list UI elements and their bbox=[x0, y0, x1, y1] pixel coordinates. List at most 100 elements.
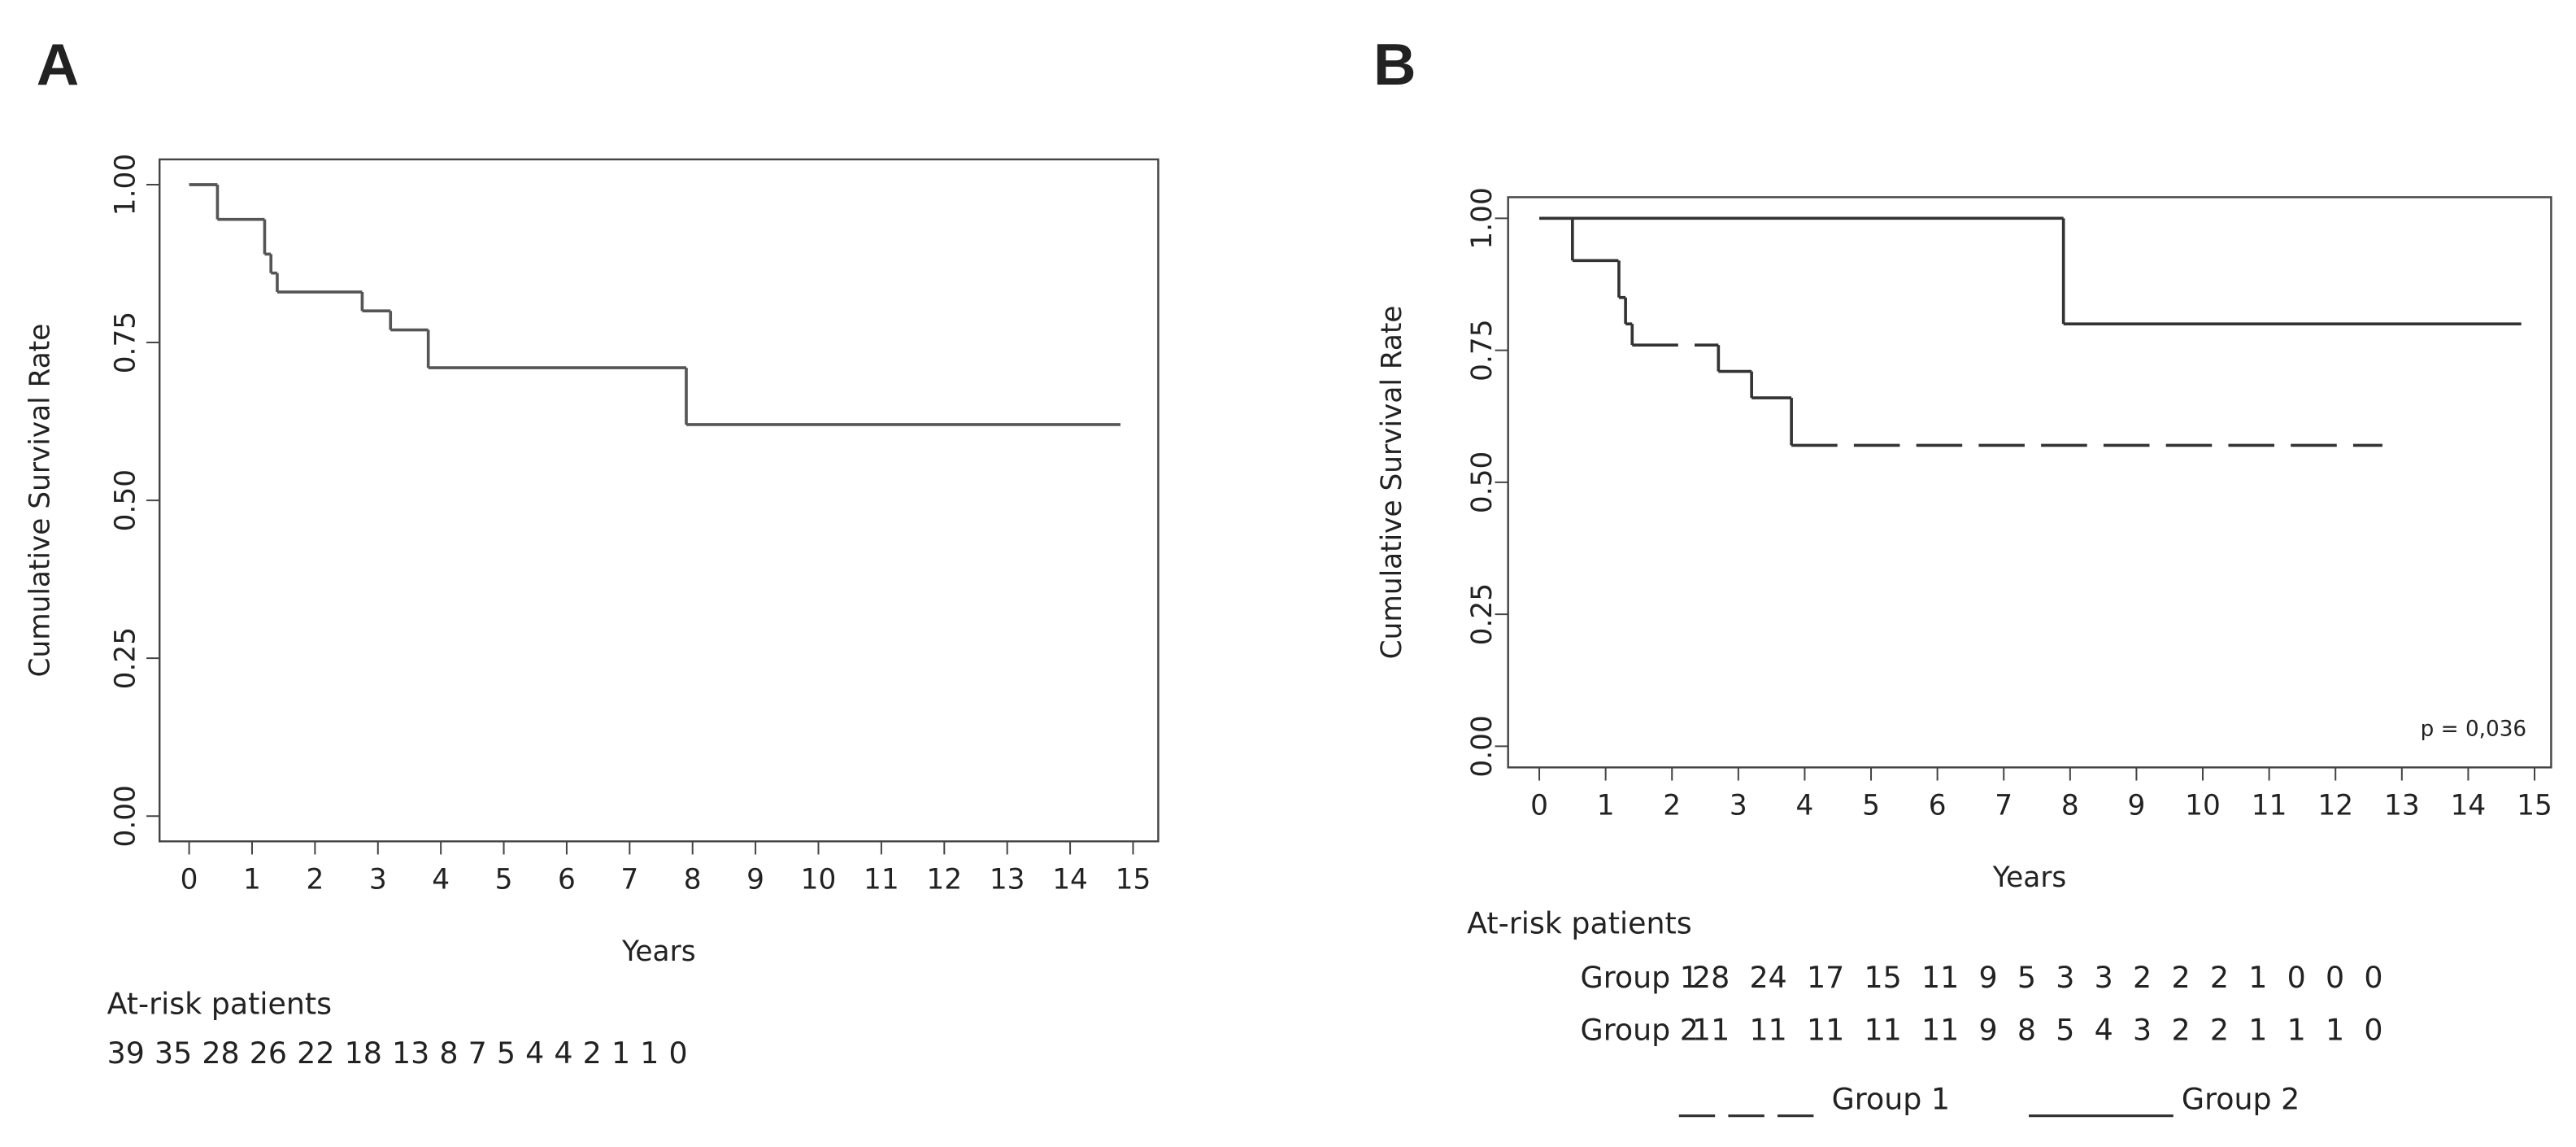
x-tick-label: 13 bbox=[2384, 789, 2420, 822]
x-tick-label: 4 bbox=[432, 863, 450, 896]
x-tick-label: 13 bbox=[990, 863, 1025, 896]
at-risk-count: 2 bbox=[2133, 960, 2152, 995]
x-tick-label: 3 bbox=[1730, 789, 1747, 822]
at-risk-count: 5 bbox=[2056, 1013, 2074, 1048]
at-risk-count: 2 bbox=[583, 1036, 602, 1071]
at-risk-count: 1 bbox=[2326, 1013, 2344, 1048]
at-risk-count: 11 bbox=[1921, 1013, 1959, 1048]
x-tick-label: 14 bbox=[1052, 863, 1088, 896]
x-tick-label: 7 bbox=[1995, 789, 2012, 822]
x-tick-label: 9 bbox=[2128, 789, 2146, 822]
x-tick-label: 5 bbox=[495, 863, 513, 896]
x-tick-label: 6 bbox=[558, 863, 576, 896]
y-tick-label: 0.00 bbox=[109, 785, 141, 847]
at-risk-count: 1 bbox=[2248, 1013, 2267, 1048]
at-risk-count: 9 bbox=[1979, 960, 1998, 995]
at-risk-count: 11 bbox=[1692, 1013, 1730, 1048]
at-risk-count: 0 bbox=[2364, 960, 2382, 995]
at-risk-count: 8 bbox=[439, 1036, 458, 1071]
panel-label: B bbox=[1373, 32, 1416, 98]
at-risk-count: 13 bbox=[392, 1036, 429, 1071]
x-tick-label: 2 bbox=[306, 863, 324, 896]
x-axis-label: Years bbox=[621, 935, 696, 968]
at-risk-count: 22 bbox=[297, 1036, 334, 1071]
x-tick-label: 1 bbox=[243, 863, 261, 896]
y-tick-label: 0.25 bbox=[109, 627, 141, 689]
x-tick-label: 12 bbox=[926, 863, 962, 896]
at-risk-count: 1 bbox=[2248, 960, 2267, 995]
x-tick-label: 5 bbox=[1862, 789, 1880, 822]
at-risk-count: 5 bbox=[2017, 960, 2036, 995]
at-risk-count: 2 bbox=[2171, 1013, 2190, 1048]
x-tick-label: 4 bbox=[1796, 789, 1814, 822]
at-risk-count: 0 bbox=[2364, 1013, 2382, 1048]
plot-frame bbox=[1507, 196, 2552, 769]
at-risk-count: 1 bbox=[611, 1036, 630, 1071]
y-tick-label: 0.25 bbox=[1466, 583, 1499, 645]
y-tick-label: 0.75 bbox=[1466, 319, 1499, 381]
at-risk-row: 28 24 17 15 11 9 5 3 3 2 2 2 1 0 0 0 bbox=[1692, 960, 2383, 995]
at-risk-count: 35 bbox=[154, 1036, 192, 1071]
x-tick-label: 10 bbox=[2185, 789, 2221, 822]
y-axis-label: Cumulative Survival Rate bbox=[24, 324, 56, 678]
at-risk-row-label: Group 2 bbox=[1581, 1013, 1699, 1048]
at-risk-count: 7 bbox=[468, 1036, 487, 1071]
at-risk-count: 11 bbox=[1921, 960, 1959, 995]
at-risk-count: 1 bbox=[2287, 1013, 2306, 1048]
x-tick-label: 8 bbox=[684, 863, 702, 896]
at-risk-count: 2 bbox=[2210, 1013, 2229, 1048]
x-tick-label: 2 bbox=[1663, 789, 1681, 822]
x-tick-label: 10 bbox=[801, 863, 837, 896]
at-risk-count: 11 bbox=[1807, 1013, 1844, 1048]
x-tick-label: 14 bbox=[2451, 789, 2487, 822]
x-tick-label: 15 bbox=[1116, 863, 1151, 896]
at-risk-count: 3 bbox=[2095, 960, 2113, 995]
at-risk-count: 4 bbox=[554, 1036, 572, 1071]
at-risk-count: 28 bbox=[202, 1036, 239, 1071]
y-tick-label: 0.50 bbox=[1466, 451, 1499, 513]
at-risk-row-label: Group 1 bbox=[1581, 960, 1699, 995]
at-risk-count: 11 bbox=[1749, 1013, 1786, 1048]
x-tick-label: 0 bbox=[1530, 789, 1548, 822]
y-axis-label: Cumulative Survival Rate bbox=[1376, 305, 1408, 659]
x-tick-label: 1 bbox=[1597, 789, 1615, 822]
x-tick-label: 11 bbox=[2252, 789, 2287, 822]
at-risk-title: At-risk patients bbox=[1467, 905, 1692, 940]
at-risk-count: 5 bbox=[497, 1036, 516, 1071]
plot-frame bbox=[159, 158, 1160, 843]
at-risk-count: 3 bbox=[2133, 1013, 2152, 1048]
x-tick-label: 8 bbox=[2061, 789, 2079, 822]
y-tick-label: 1.00 bbox=[1466, 187, 1499, 249]
at-risk-count: 26 bbox=[250, 1036, 287, 1071]
at-risk-count: 18 bbox=[345, 1036, 382, 1071]
x-tick-label: 15 bbox=[2517, 789, 2552, 822]
at-risk-count: 9 bbox=[1979, 1013, 1998, 1048]
at-risk-title: At-risk patients bbox=[107, 986, 333, 1021]
x-tick-label: 6 bbox=[1929, 789, 1947, 822]
y-tick-label: 0.75 bbox=[109, 312, 141, 373]
at-risk-count: 11 bbox=[1865, 1013, 1902, 1048]
at-risk-row: 39 35 28 26 22 18 13 8 7 5 4 4 2 1 1 0 bbox=[107, 1036, 688, 1071]
at-risk-count: 4 bbox=[525, 1036, 544, 1071]
panel-label: A bbox=[37, 32, 80, 98]
at-risk-count: 2 bbox=[2210, 960, 2229, 995]
legend-label: Group 1 bbox=[1832, 1081, 1950, 1116]
x-axis-label: Years bbox=[1992, 861, 2067, 894]
x-tick-label: 7 bbox=[620, 863, 638, 896]
at-risk-count: 28 bbox=[1692, 960, 1730, 995]
at-risk-row: 11 11 11 11 11 9 8 5 4 3 2 2 1 1 1 0 bbox=[1692, 1013, 2383, 1048]
at-risk-count: 8 bbox=[2017, 1013, 2036, 1048]
at-risk-count: 24 bbox=[1749, 960, 1786, 995]
annotation: p = 0,036 bbox=[2421, 717, 2527, 741]
at-risk-count: 15 bbox=[1865, 960, 1902, 995]
x-tick-label: 9 bbox=[746, 863, 764, 896]
x-tick-label: 11 bbox=[864, 863, 899, 896]
x-tick-label: 3 bbox=[369, 863, 387, 896]
at-risk-count: 39 bbox=[107, 1036, 145, 1071]
legend-label: Group 2 bbox=[2182, 1081, 2300, 1116]
y-tick-label: 0.50 bbox=[109, 469, 141, 531]
at-risk-count: 0 bbox=[668, 1036, 687, 1071]
x-tick-label: 12 bbox=[2317, 789, 2353, 822]
at-risk-count: 17 bbox=[1807, 960, 1844, 995]
